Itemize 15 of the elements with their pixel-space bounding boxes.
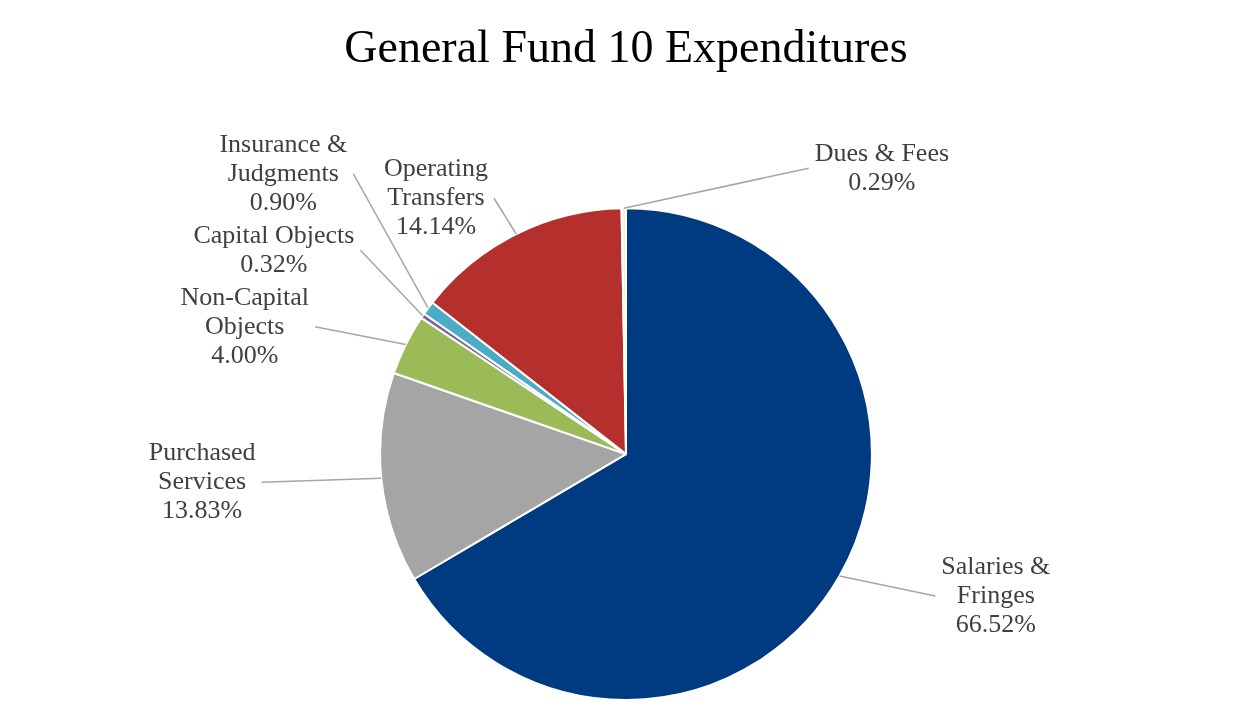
data-label: 0.29% bbox=[848, 166, 916, 196]
data-label: 13.83% bbox=[162, 495, 243, 524]
data-label: 66.52% bbox=[955, 608, 1036, 638]
slice-label: Salaries & Fringes bbox=[941, 550, 1051, 609]
data-label: 0.90% bbox=[249, 186, 317, 216]
slice-label: Purchased Services bbox=[148, 437, 256, 495]
data-label: 14.14% bbox=[395, 211, 477, 241]
slice-label: Insurance & Judgments bbox=[219, 128, 348, 187]
slice-label: Capital Objects bbox=[193, 219, 355, 249]
chart-title: General Fund 10 Expenditures bbox=[344, 20, 908, 72]
data-label: 4.00% bbox=[211, 339, 279, 369]
slice-label: Operating Transfers bbox=[384, 153, 488, 212]
slice-label: Dues & Fees bbox=[814, 137, 950, 167]
data-label: 0.32% bbox=[240, 248, 308, 278]
slice-label: Non-Capital Objects bbox=[180, 281, 309, 340]
